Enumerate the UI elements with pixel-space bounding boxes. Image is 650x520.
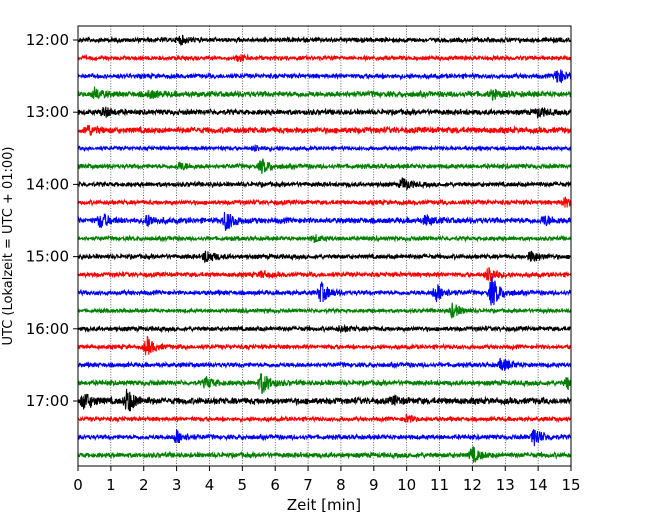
y-tick-label: 16:00	[26, 320, 69, 338]
x-tick-label: 13	[496, 476, 515, 494]
x-tick-label: 9	[369, 476, 379, 494]
x-tick-label: 7	[303, 476, 313, 494]
x-tick-label: 1	[106, 476, 116, 494]
seismic-trace	[77, 357, 572, 371]
grid-lines	[110, 26, 539, 466]
seismic-trace	[77, 266, 572, 282]
x-tick-label: 14	[529, 476, 548, 494]
seismic-trace	[77, 196, 572, 208]
seismic-trace	[77, 106, 572, 119]
x-tick-label: 6	[270, 476, 280, 494]
seismic-trace	[77, 446, 572, 463]
seismic-trace	[77, 211, 572, 231]
y-tick-label: 15:00	[26, 248, 69, 266]
seismic-trace	[77, 234, 572, 243]
seismic-trace	[77, 144, 572, 153]
seismic-trace	[77, 335, 572, 356]
plot-frame	[77, 25, 572, 467]
seismic-trace	[77, 176, 572, 191]
x-tick-label: 11	[430, 476, 449, 494]
x-tick-label: 2	[139, 476, 149, 494]
x-axis-label: Zeit [min]	[287, 496, 361, 514]
seismic-trace	[77, 276, 572, 306]
y-tick-label: 17:00	[26, 392, 69, 410]
y-tick-label: 13:00	[26, 103, 69, 121]
x-tick-label: 8	[336, 476, 346, 494]
x-tick-label: 5	[238, 476, 248, 494]
y-tick-label: 14:00	[26, 175, 69, 193]
x-axis-ticks: 0 1 2 3 4 5 6 7 8 9 10 11 12 13 14 15	[73, 466, 581, 494]
seismic-trace	[77, 429, 572, 447]
seismic-trace	[77, 53, 572, 63]
y-axis-label: UTC (Lokalzeit = UTC + 01:00)	[1, 147, 16, 346]
seismic-trace	[77, 302, 572, 320]
y-axis-ticks: 12:00 13:00 14:00 15:00 16:00 17:00	[26, 31, 78, 410]
seismic-trace	[77, 373, 572, 394]
seismic-trace	[77, 250, 572, 263]
x-tick-label: 4	[205, 476, 215, 494]
seismic-trace	[77, 69, 572, 84]
x-tick-label: 12	[463, 476, 482, 494]
seismic-traces	[77, 34, 572, 463]
seismic-trace	[77, 86, 572, 102]
x-tick-label: 3	[172, 476, 182, 494]
seismic-trace	[77, 388, 572, 412]
x-tick-label: 0	[73, 476, 83, 494]
seismic-trace	[77, 34, 572, 46]
seismic-trace	[77, 413, 572, 424]
seismic-trace	[77, 323, 572, 334]
seismic-trace	[77, 124, 572, 136]
seismic-trace	[77, 158, 572, 174]
x-tick-label: 10	[397, 476, 416, 494]
y-tick-label: 12:00	[26, 31, 69, 49]
x-tick-label: 15	[561, 476, 580, 494]
